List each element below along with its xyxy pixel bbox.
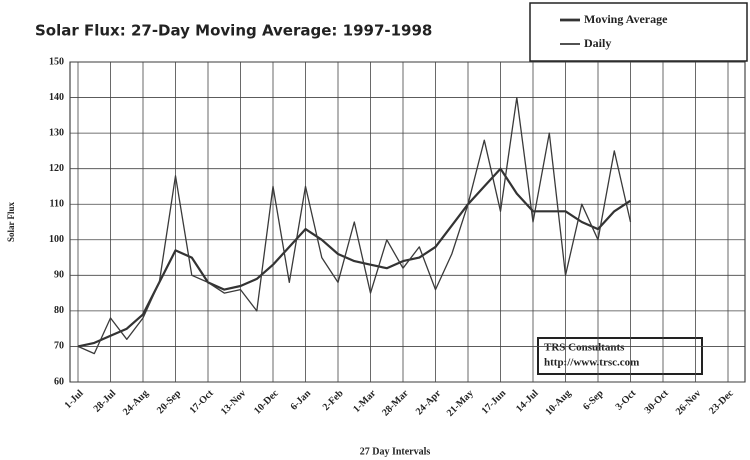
x-tick-label: 10-Dec [252, 388, 281, 417]
legend-label: Moving Average [584, 12, 668, 26]
y-tick-label: 150 [49, 56, 64, 67]
x-tick-label: 28-Mar [380, 388, 411, 419]
x-tick-label: 24-Aug [121, 388, 151, 418]
series-line [77, 96, 632, 355]
annotation-text: TRS Consultants [544, 342, 625, 354]
plot-area [69, 61, 746, 383]
y-tick-label: 140 [49, 92, 64, 103]
x-tick-label: 2-Feb [321, 388, 346, 413]
legend-box [529, 2, 748, 62]
x-tick-label: 13-Nov [219, 388, 248, 417]
y-tick-label: 70 [54, 341, 64, 352]
x-tick-label: 6-Sep [581, 388, 606, 413]
legend-label: Daily [584, 36, 611, 50]
x-tick-label: 14-Jul [514, 388, 541, 415]
x-tick-label: 23-Dec [707, 388, 736, 417]
x-axis-label: 27 Day Intervals [360, 446, 431, 457]
x-tick-label: 6-Jan [289, 388, 314, 413]
x-tick-label: 24-Apr [414, 388, 444, 418]
x-tick-label: 3-Oct [614, 388, 639, 413]
annotation-text: http://www.trsc.com [544, 357, 639, 369]
x-tick-label: 1-Mar [351, 388, 378, 415]
x-tick-label: 21-May [445, 388, 476, 419]
y-tick-label: 60 [54, 376, 64, 387]
y-tick-label: 80 [54, 305, 64, 316]
x-tick-label: 28-Jul [92, 388, 119, 415]
x-tick-label: 17-Jun [480, 388, 509, 417]
chart-title: Solar Flux: 27-Day Moving Average: 1997-… [35, 22, 432, 40]
x-tick-label: 1-Jul [63, 388, 86, 411]
x-tick-label: 30-Oct [643, 388, 672, 417]
y-tick-label: 100 [49, 234, 64, 245]
y-tick-label: 120 [49, 163, 64, 174]
y-tick-label: 110 [50, 199, 64, 210]
x-tick-label: 20-Sep [155, 388, 184, 417]
y-axis-label: Solar Flux [6, 201, 16, 242]
y-tick-label: 130 [49, 127, 64, 138]
x-tick-label: 17-Oct [188, 388, 217, 417]
series-line [77, 167, 632, 348]
x-tick-label: 10-Aug [543, 388, 573, 418]
y-tick-label: 90 [54, 270, 64, 281]
x-tick-label: 26-Nov [674, 388, 703, 417]
